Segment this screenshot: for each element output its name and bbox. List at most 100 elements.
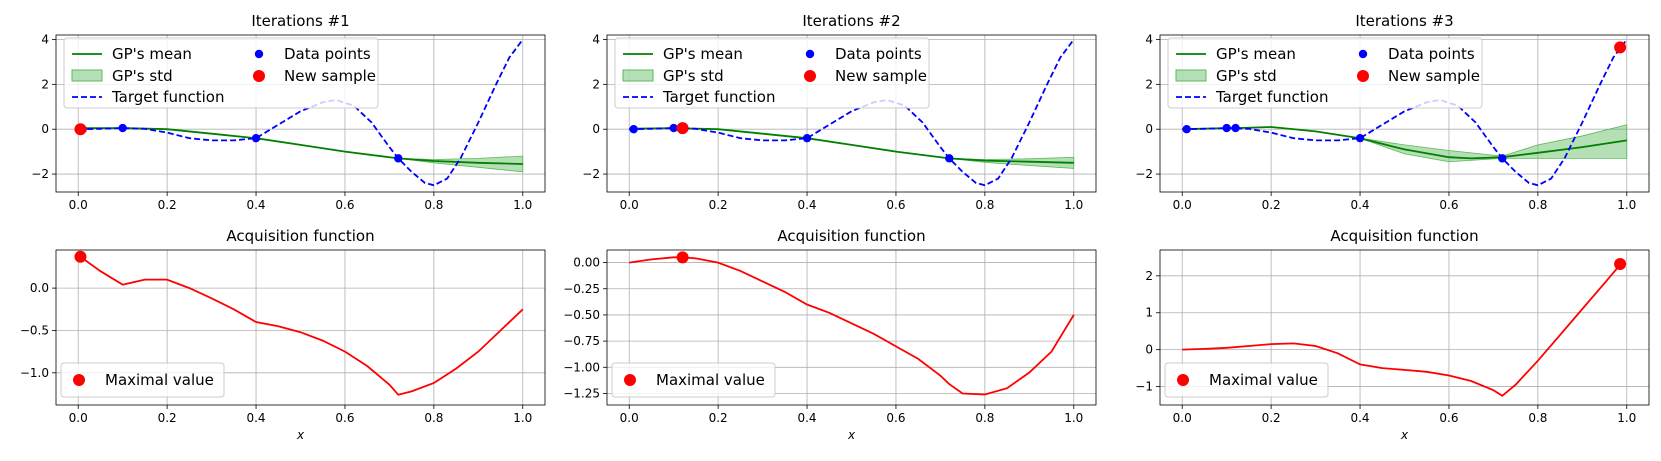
legend-std-label: GP's std	[663, 67, 724, 85]
new-sample-point	[676, 122, 689, 135]
y-tick-label: 0	[1145, 343, 1153, 357]
new-sample-point	[1614, 41, 1627, 54]
legend-maximal-label: Maximal value	[1209, 371, 1318, 389]
acquisition-line	[629, 256, 1075, 396]
x-tick-label: 0.2	[1262, 198, 1281, 212]
plot-area	[74, 250, 524, 396]
x-tick-label: 0.4	[797, 411, 816, 425]
data-point	[118, 123, 127, 133]
x-tick-label: 0.8	[975, 411, 994, 425]
legend-datapoint-label: Data points	[1388, 45, 1475, 63]
subplot-6: Acquisition function 0.0 0.2 0.4 0.6 0.8 1.0 2 1…	[1135, 227, 1650, 442]
data-point	[629, 125, 638, 134]
legend-target-label: Target function	[111, 88, 224, 106]
y-tick-label: 2	[1145, 269, 1153, 283]
plot-area	[629, 251, 1075, 396]
data-point	[1222, 123, 1231, 133]
data-point	[1182, 125, 1191, 134]
legend-std-swatch	[622, 69, 654, 82]
y-tick-label: −0.5	[20, 323, 49, 337]
x-tick-label: 0.0	[69, 411, 88, 425]
maximal-value-point	[74, 250, 87, 263]
legend-datapoint-label: Data points	[835, 45, 922, 63]
plot-area	[74, 38, 524, 187]
x-axis-label: x	[847, 428, 856, 442]
x-tick-label: 0.2	[158, 198, 177, 212]
y-tick-label: 0	[592, 122, 600, 136]
data-point	[1355, 133, 1365, 143]
legend-box	[1167, 37, 1483, 109]
y-tick-label: −1.0	[20, 366, 49, 380]
x-tick-label: 0.6	[886, 411, 905, 425]
x-tick-label: 0.8	[424, 198, 443, 212]
y-tick-label: −0.50	[563, 308, 600, 322]
subplot-3: Iterations #3 0.0 0.2 0.4 0.6 0.8 1.0 −2 0 2 4 GP's…	[1135, 12, 1650, 212]
legend-newsample-label: New sample	[284, 67, 376, 85]
y-tick-label: 1	[1145, 306, 1153, 320]
x-tick-label: 0.2	[1262, 411, 1281, 425]
x-tick-label: 0.4	[797, 198, 816, 212]
x-tick-label: 0.0	[620, 198, 639, 212]
legend-box	[611, 362, 776, 398]
legend-maximal-marker	[624, 374, 636, 386]
axes-frame	[55, 249, 546, 406]
legend-datapoint-label: Data points	[284, 45, 371, 63]
y-tick-label: 4	[41, 32, 49, 46]
x-tick-label: 0.0	[1173, 198, 1192, 212]
y-tick-label: 2	[1145, 77, 1153, 91]
axes-frame	[606, 34, 1097, 193]
subplot-1: Iterations #1 0.0 0.2 0.4 0.6 0.8 1.0 −2 0 2 4 GP's…	[31, 12, 546, 212]
axes-frame	[1159, 249, 1650, 406]
y-tick-label: 0	[41, 122, 49, 136]
x-tick-label: 0.0	[620, 411, 639, 425]
legend-newsample-marker	[1357, 70, 1369, 82]
x-tick-label: 0.2	[709, 198, 728, 212]
y-tick-label: 2	[592, 77, 600, 91]
legend-std-label: GP's std	[112, 67, 173, 85]
x-tick-label: 0.4	[1350, 411, 1369, 425]
y-tick-label: −2	[31, 167, 49, 181]
legend-newsample-label: New sample	[835, 67, 927, 85]
plot-area	[1182, 38, 1628, 187]
x-tick-label: 0.2	[158, 411, 177, 425]
legend-std-swatch	[1175, 69, 1207, 82]
subplot-title: Acquisition function	[226, 227, 374, 245]
legend-datapoint-marker	[805, 49, 815, 59]
x-tick-label: 1.0	[513, 411, 532, 425]
subplot-title: Iterations #2	[802, 12, 900, 30]
y-tick-label: −2	[582, 167, 600, 181]
x-tick-label: 1.0	[1617, 198, 1636, 212]
data-point	[251, 133, 261, 143]
plot-area	[1182, 258, 1627, 397]
y-tick-label: −1.00	[563, 360, 600, 374]
legend-datapoint-marker	[254, 49, 264, 59]
legend-mean-label: GP's mean	[112, 45, 192, 63]
data-point	[394, 154, 403, 163]
legend-newsample-label: New sample	[1388, 67, 1480, 85]
legend-box	[60, 362, 225, 398]
y-tick-label: −0.25	[563, 282, 600, 296]
x-tick-label: 0.6	[1439, 411, 1458, 425]
target-function-line	[78, 38, 524, 187]
legend-newsample-marker	[804, 70, 816, 82]
maximal-value-point	[676, 251, 689, 264]
subplot-title: Iterations #1	[251, 12, 349, 30]
x-tick-label: 0.8	[1528, 411, 1547, 425]
x-tick-label: 1.0	[513, 198, 532, 212]
x-tick-label: 0.0	[1173, 411, 1192, 425]
y-tick-label: −2	[1135, 167, 1153, 181]
subplot-2: Iterations #2 0.0 0.2 0.4 0.6 0.8 1.0 −2 0 2 4 GP's…	[582, 12, 1097, 212]
legend-target-label: Target function	[662, 88, 775, 106]
legend-newsample-marker	[253, 70, 265, 82]
maximal-value-point	[1614, 258, 1627, 271]
legend-target-label: Target function	[1215, 88, 1328, 106]
axes-frame	[1159, 34, 1650, 193]
subplot-title: Iterations #3	[1355, 12, 1453, 30]
x-tick-label: 0.4	[1350, 198, 1369, 212]
x-tick-label: 1.0	[1064, 411, 1083, 425]
x-tick-label: 0.6	[1439, 198, 1458, 212]
y-tick-label: 0.00	[573, 256, 600, 270]
gp-mean-line	[629, 127, 1074, 164]
x-tick-label: 1.0	[1617, 411, 1636, 425]
